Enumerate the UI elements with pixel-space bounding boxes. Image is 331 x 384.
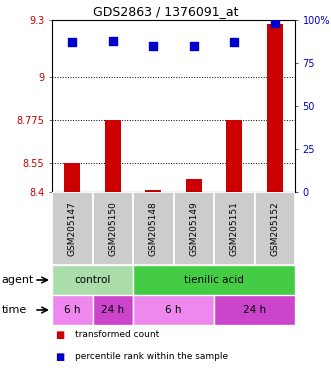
Text: ■: ■ [55, 352, 65, 362]
Bar [105, 120, 121, 192]
Text: agent: agent [2, 275, 34, 285]
Text: ■: ■ [55, 330, 65, 340]
Text: GSM205149: GSM205149 [189, 201, 198, 256]
Bar [52, 295, 92, 325]
Point [70, 39, 75, 45]
Bar [133, 265, 295, 295]
Text: 24 h: 24 h [101, 305, 124, 315]
Text: GSM205150: GSM205150 [108, 201, 117, 256]
Bar [214, 295, 295, 325]
Bar [255, 192, 295, 265]
Point [151, 43, 156, 49]
Text: percentile rank within the sample: percentile rank within the sample [75, 352, 228, 361]
Text: GDS2863 / 1376091_at: GDS2863 / 1376091_at [93, 5, 238, 18]
Text: 6 h: 6 h [64, 305, 80, 315]
Bar [226, 120, 242, 192]
Bar [267, 24, 283, 192]
Bar [92, 192, 133, 265]
Text: 6 h: 6 h [165, 305, 182, 315]
Bar [186, 179, 202, 192]
Point [191, 43, 196, 49]
Text: time: time [2, 305, 27, 315]
Bar [145, 190, 161, 192]
Bar [214, 192, 255, 265]
Text: GSM205148: GSM205148 [149, 201, 158, 256]
Point [232, 39, 237, 45]
Text: transformed count: transformed count [75, 330, 160, 339]
Text: GSM205152: GSM205152 [270, 201, 279, 256]
Text: control: control [74, 275, 111, 285]
Text: GSM205147: GSM205147 [68, 201, 77, 256]
Bar [92, 295, 133, 325]
Text: 24 h: 24 h [243, 305, 266, 315]
Text: GSM205151: GSM205151 [230, 201, 239, 256]
Point [110, 38, 116, 44]
Bar [173, 192, 214, 265]
Bar [133, 192, 173, 265]
Bar [64, 163, 80, 192]
Point [272, 20, 277, 26]
Text: tienilic acid: tienilic acid [184, 275, 244, 285]
Bar [52, 265, 133, 295]
Bar [52, 192, 92, 265]
Bar [133, 295, 214, 325]
